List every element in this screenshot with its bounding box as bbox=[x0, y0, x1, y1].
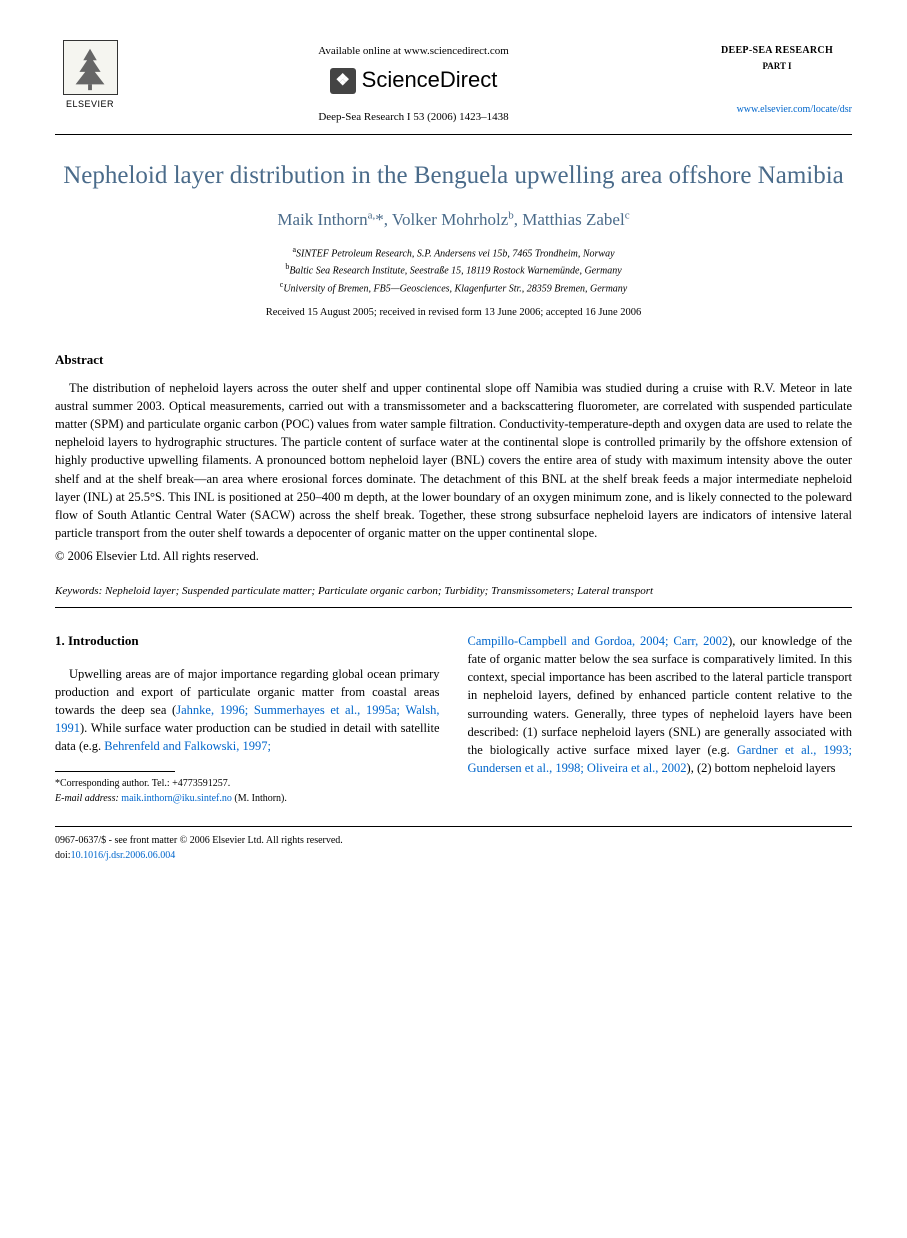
copyright-line: © 2006 Elsevier Ltd. All rights reserved… bbox=[55, 548, 852, 566]
doi-label: doi: bbox=[55, 850, 71, 861]
keywords-label: Keywords: bbox=[55, 585, 102, 597]
citation-link[interactable]: Campillo-Campbell and Gordoa, 2004; Carr… bbox=[468, 634, 729, 648]
citation-link[interactable]: Behrenfeld and Falkowski, 1997; bbox=[104, 739, 271, 753]
doi-link[interactable]: 10.1016/j.dsr.2006.06.004 bbox=[71, 850, 176, 861]
header-center: Available online at www.sciencedirect.co… bbox=[125, 40, 702, 126]
keywords-divider bbox=[55, 607, 852, 608]
header-divider bbox=[55, 134, 852, 135]
affiliations: aSINTEF Petroleum Research, S.P. Anderse… bbox=[55, 244, 852, 296]
article-dates: Received 15 August 2005; received in rev… bbox=[55, 306, 852, 321]
elsevier-tree-icon bbox=[63, 40, 118, 95]
corresponding-author-footnote: *Corresponding author. Tel.: +4773591257… bbox=[55, 776, 440, 806]
affiliation-line: cUniversity of Bremen, FB5—Geosciences, … bbox=[55, 279, 852, 296]
elsevier-logo: ELSEVIER bbox=[55, 40, 125, 111]
body-columns: 1. Introduction Upwelling areas are of m… bbox=[55, 632, 852, 806]
journal-name: DEEP-SEA RESEARCH bbox=[702, 44, 852, 58]
intro-paragraph-right: Campillo-Campbell and Gordoa, 2004; Carr… bbox=[468, 632, 853, 777]
author-list: Maik Inthorna,*, Volker Mohrholzb, Matth… bbox=[55, 208, 852, 232]
footer-doi-line: doi:10.1016/j.dsr.2006.06.004 bbox=[55, 848, 852, 863]
email-link[interactable]: maik.inthorn@iku.sintef.no bbox=[121, 793, 232, 804]
keywords-line: Keywords: Nepheloid layer; Suspended par… bbox=[55, 584, 852, 599]
sciencedirect-icon: ❖ bbox=[330, 68, 356, 94]
email-suffix: (M. Inthorn). bbox=[234, 793, 287, 804]
email-label: E-mail address: bbox=[55, 793, 119, 804]
left-column: 1. Introduction Upwelling areas are of m… bbox=[55, 632, 440, 806]
affiliation-line: aSINTEF Petroleum Research, S.P. Anderse… bbox=[55, 244, 852, 261]
footer-divider bbox=[55, 826, 852, 827]
footnote-separator bbox=[55, 771, 175, 772]
header-right: DEEP-SEA RESEARCH PART I www.elsevier.co… bbox=[702, 40, 852, 117]
sciencedirect-logo: ❖ ScienceDirect bbox=[125, 65, 702, 96]
intro-heading: 1. Introduction bbox=[55, 632, 440, 651]
keywords-text: Nepheloid layer; Suspended particulate m… bbox=[105, 585, 653, 597]
sciencedirect-text: ScienceDirect bbox=[362, 65, 498, 96]
affiliation-line: bBaltic Sea Research Institute, Seestraß… bbox=[55, 261, 852, 278]
available-online-text: Available online at www.sciencedirect.co… bbox=[125, 44, 702, 59]
intro-paragraph-left: Upwelling areas are of major importance … bbox=[55, 665, 440, 756]
corresponding-email-line: E-mail address: maik.inthorn@iku.sintef.… bbox=[55, 791, 440, 806]
journal-reference: Deep-Sea Research I 53 (2006) 1423–1438 bbox=[125, 110, 702, 125]
footer: 0967-0637/$ - see front matter © 2006 El… bbox=[55, 833, 852, 863]
abstract-body: The distribution of nepheloid layers acr… bbox=[55, 379, 852, 542]
page-header: ELSEVIER Available online at www.science… bbox=[55, 40, 852, 126]
footer-front-matter: 0967-0637/$ - see front matter © 2006 El… bbox=[55, 833, 852, 848]
intro-text-3: ), our knowledge of the fate of organic … bbox=[468, 634, 853, 757]
elsevier-label: ELSEVIER bbox=[55, 98, 125, 111]
intro-text-4: ), (2) bottom nepheloid layers bbox=[687, 761, 836, 775]
abstract-content: The distribution of nepheloid layers acr… bbox=[55, 379, 852, 542]
abstract-heading: Abstract bbox=[55, 351, 852, 369]
right-column: Campillo-Campbell and Gordoa, 2004; Carr… bbox=[468, 632, 853, 806]
journal-link[interactable]: www.elsevier.com/locate/dsr bbox=[702, 103, 852, 117]
article-title: Nepheloid layer distribution in the Beng… bbox=[55, 159, 852, 193]
journal-part: PART I bbox=[702, 60, 852, 73]
corresponding-tel: *Corresponding author. Tel.: +4773591257… bbox=[55, 776, 440, 791]
